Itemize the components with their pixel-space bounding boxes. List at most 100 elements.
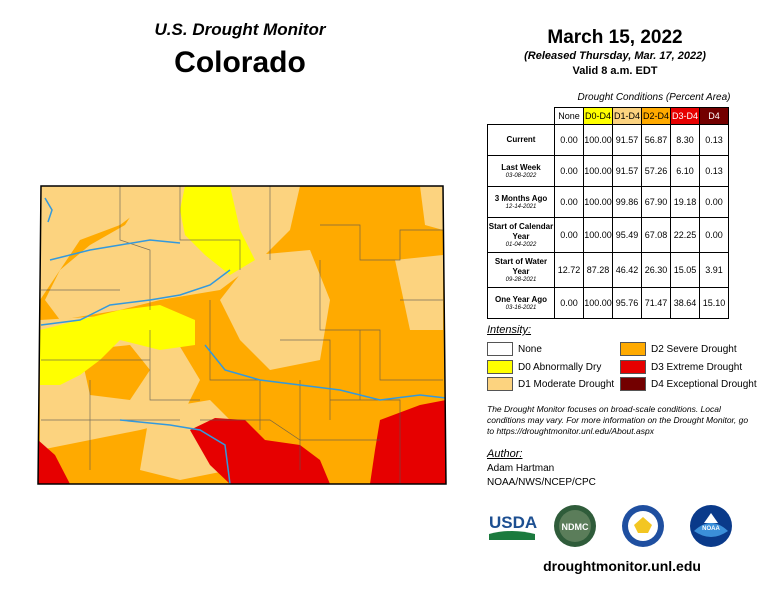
arkansas-river bbox=[204, 344, 446, 401]
table-cell: 0.00 bbox=[554, 155, 584, 187]
table-cell: 57.26 bbox=[641, 155, 671, 187]
row-label: Start of Calendar Year bbox=[488, 221, 554, 241]
table-cell: 67.90 bbox=[641, 186, 671, 218]
svg-text:NOAA: NOAA bbox=[702, 526, 720, 532]
table-cell: 38.64 bbox=[670, 287, 700, 319]
table-cell: 0.00 bbox=[554, 186, 584, 218]
legend-item: D1 Moderate Drought bbox=[487, 377, 614, 391]
legend-swatch bbox=[487, 360, 513, 374]
d0-region-west bbox=[40, 305, 195, 385]
region-title: Colorado bbox=[174, 46, 306, 79]
column-header: None bbox=[554, 107, 584, 125]
table-cell: 0.00 bbox=[554, 124, 584, 156]
table-cell: 19.18 bbox=[670, 186, 700, 218]
table-row: Current 0.00 100.00 91.57 56.87 8.30 0.1… bbox=[487, 124, 729, 156]
legend-item: D0 Abnormally Dry bbox=[487, 360, 601, 374]
legend-item: D3 Extreme Drought bbox=[620, 360, 742, 374]
table-row: One Year Ago 03-16-2021 0.00 100.00 95.76… bbox=[487, 287, 729, 319]
table-cell: 15.05 bbox=[670, 252, 700, 288]
d3-region-southwest bbox=[38, 440, 70, 484]
d3-region-south-central bbox=[190, 418, 330, 484]
row-label: Start of Water Year bbox=[494, 256, 548, 276]
row-label: Current bbox=[506, 135, 536, 144]
row-label: 3 Months Ago bbox=[494, 193, 548, 203]
table-cell: 95.76 bbox=[612, 287, 642, 319]
column-header: D2-D4 bbox=[641, 107, 671, 125]
table-row: Start of Calendar Year 01-04-2022 0.00 10… bbox=[487, 217, 729, 253]
row-date: 12-14-2021 bbox=[505, 203, 537, 210]
legend-swatch bbox=[487, 377, 513, 391]
intensity-title: Intensity: bbox=[487, 324, 532, 336]
ndmc-logo: NDMC bbox=[554, 505, 596, 547]
release-date: (Released Thursday, Mar. 17, 2022) bbox=[524, 50, 706, 62]
row-label: Last Week bbox=[501, 162, 541, 172]
legend-label: D4 Exceptional Drought bbox=[651, 378, 757, 390]
table-cell: 15.10 bbox=[699, 287, 729, 319]
website-url: droughtmonitor.unl.edu bbox=[543, 558, 701, 574]
legend-item: D4 Exceptional Drought bbox=[620, 377, 757, 391]
table-cell: 56.87 bbox=[641, 124, 671, 156]
table-cell: 100.00 bbox=[583, 287, 613, 319]
table-cell: 12.72 bbox=[554, 252, 584, 288]
legend-swatch bbox=[620, 360, 646, 374]
drought-conditions-table: None D0-D4 D1-D4 D2-D4 D3-D4 D4 Current … bbox=[487, 107, 729, 319]
table-cell: 0.00 bbox=[699, 217, 729, 253]
table-row: Last Week 03-08-2022 0.00 100.00 91.57 57… bbox=[487, 155, 729, 187]
column-header: D4 bbox=[699, 107, 729, 125]
d3-region-southeast bbox=[370, 400, 446, 484]
noaa-logo: NOAA bbox=[690, 505, 732, 547]
d0-region-north bbox=[180, 186, 255, 275]
table-cell: 0.13 bbox=[699, 155, 729, 187]
green-river bbox=[44, 197, 53, 223]
author-label: Author: bbox=[487, 448, 523, 460]
table-cell: 99.86 bbox=[612, 186, 642, 218]
table-cell: 91.57 bbox=[612, 124, 642, 156]
table-cell: 8.30 bbox=[670, 124, 700, 156]
legend-label: None bbox=[518, 343, 542, 355]
legend-swatch bbox=[620, 377, 646, 391]
svg-text:USDA: USDA bbox=[489, 513, 537, 532]
legend-swatch bbox=[620, 342, 646, 356]
table-cell: 0.13 bbox=[699, 124, 729, 156]
colorado-drought-map bbox=[37, 185, 447, 485]
rio-grande bbox=[119, 419, 231, 484]
legend-label: D1 Moderate Drought bbox=[518, 378, 615, 390]
column-header: D0-D4 bbox=[583, 107, 613, 125]
table-cell: 0.00 bbox=[554, 217, 584, 253]
table-cell: 100.00 bbox=[583, 186, 613, 218]
legend-label: D0 Abnormally Dry bbox=[518, 361, 602, 373]
svg-text:NDMC: NDMC bbox=[562, 522, 589, 532]
column-header: D1-D4 bbox=[612, 107, 642, 125]
table-cell: 71.47 bbox=[641, 287, 671, 319]
colorado-river bbox=[40, 269, 231, 326]
yampa-river bbox=[49, 239, 181, 261]
monitor-note: The Drought Monitor focuses on broad-sca… bbox=[487, 404, 749, 436]
map-date: March 15, 2022 bbox=[547, 27, 683, 48]
author-org: NOAA/NWS/NCEP/CPC bbox=[487, 477, 596, 488]
commerce-seal-logo bbox=[622, 505, 664, 547]
table-cell: 100.00 bbox=[583, 124, 613, 156]
usda-logo: USDA bbox=[489, 513, 537, 540]
row-date: 03-08-2022 bbox=[505, 172, 537, 179]
author-name: Adam Hartman bbox=[487, 463, 555, 474]
legend-item: D2 Severe Drought bbox=[620, 342, 737, 356]
row-date: 01-04-2022 bbox=[505, 241, 537, 248]
row-date: 03-16-2021 bbox=[505, 304, 537, 311]
legend-item: None bbox=[487, 342, 542, 356]
column-header: D3-D4 bbox=[670, 107, 700, 125]
table-cell: 0.00 bbox=[699, 186, 729, 218]
d1-region-northwest bbox=[40, 186, 150, 300]
table-cell: 95.49 bbox=[612, 217, 642, 253]
table-row: Start of Water Year 09-28-2021 12.72 87.2… bbox=[487, 252, 729, 288]
d1-region-east bbox=[395, 255, 443, 330]
table-cell: 87.28 bbox=[583, 252, 613, 288]
table-cell: 91.57 bbox=[612, 155, 642, 187]
table-cell: 22.25 bbox=[670, 217, 700, 253]
row-date: 09-28-2021 bbox=[505, 276, 537, 283]
legend-label: D2 Severe Drought bbox=[651, 343, 737, 355]
table-cell: 46.42 bbox=[612, 252, 642, 288]
row-label: One Year Ago bbox=[494, 294, 548, 304]
table-cell: 100.00 bbox=[583, 155, 613, 187]
table-cell: 6.10 bbox=[670, 155, 700, 187]
d1-region-northeast bbox=[420, 186, 443, 230]
